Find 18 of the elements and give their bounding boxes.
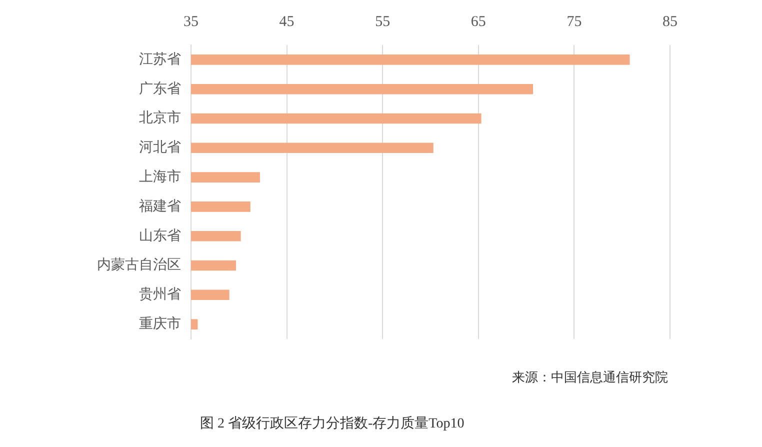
text: 图 2 省级行政区存力分指数-存力质量Top10 [200,416,464,432]
source-note: 来源：中国信息通信研究院 [512,369,668,384]
x-tick-label: 35 [184,14,198,30]
y-tick-label: 河北省 [139,140,181,156]
y-tick-label: 贵州省 [139,286,181,303]
y-tick-label: 福建省 [139,198,181,214]
y-tick-label: 内蒙古自治区 [97,257,181,274]
y-tick-label: 广东省 [139,80,181,97]
y-tick-label: 江苏省 [139,51,181,68]
x-tick-label: 85 [662,14,678,30]
y-tick-label: 重庆市 [139,316,181,332]
y-tick-label: 上海市 [139,168,181,185]
x-tick-label: 45 [279,14,294,30]
y-tick-label: 北京市 [139,110,181,126]
x-tick-label: 75 [566,14,582,30]
x-tick-label: 55 [375,14,390,30]
x-tick-label: 65 [470,14,486,30]
y-tick-label: 山东省 [139,228,181,244]
